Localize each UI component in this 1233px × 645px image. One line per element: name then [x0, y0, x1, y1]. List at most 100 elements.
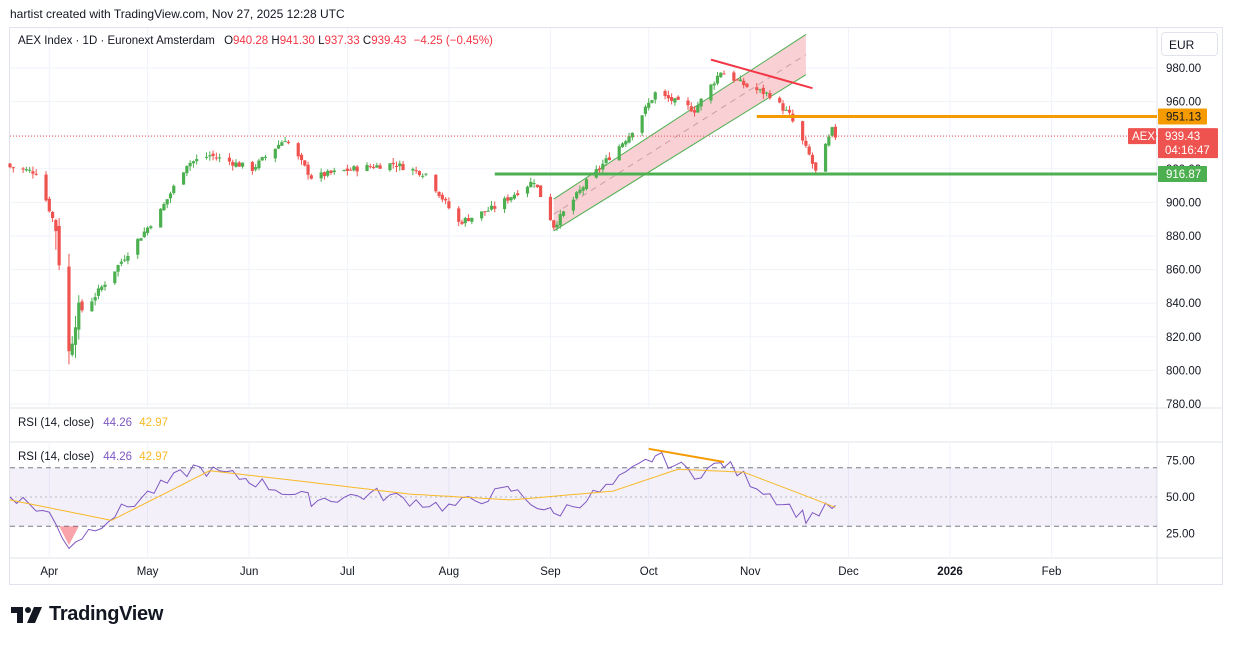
candle-body[interactable]: [119, 261, 123, 264]
candle-body[interactable]: [257, 160, 261, 169]
candle-body[interactable]: [686, 100, 690, 106]
candle-body[interactable]: [692, 110, 697, 113]
candle-body[interactable]: [457, 208, 461, 222]
candle-body[interactable]: [260, 157, 264, 161]
candle-body[interactable]: [758, 89, 762, 91]
candle-body[interactable]: [349, 169, 353, 171]
candle-body[interactable]: [172, 185, 176, 194]
rsi-title-1[interactable]: RSI (14, close): [18, 417, 95, 429]
candle-body[interactable]: [486, 210, 490, 212]
candle-body[interactable]: [833, 126, 837, 138]
candle-body[interactable]: [237, 162, 241, 167]
candle-body[interactable]: [54, 220, 58, 232]
candle-body[interactable]: [778, 97, 782, 103]
candle-body[interactable]: [548, 196, 553, 221]
candle-body[interactable]: [643, 106, 648, 114]
candle-body[interactable]: [11, 167, 15, 169]
candle-body[interactable]: [50, 211, 55, 219]
candle-body[interactable]: [57, 225, 61, 266]
candle-body[interactable]: [286, 141, 291, 144]
candle-body[interactable]: [296, 143, 300, 157]
candle-body[interactable]: [44, 174, 48, 201]
candle-body[interactable]: [214, 157, 218, 159]
candle-body[interactable]: [70, 343, 74, 355]
candle-body[interactable]: [666, 95, 670, 99]
candle-body[interactable]: [139, 238, 143, 241]
candle-body[interactable]: [584, 179, 589, 190]
candle-body[interactable]: [552, 220, 556, 228]
candle-body[interactable]: [227, 157, 232, 162]
candle-body[interactable]: [191, 161, 196, 164]
candle-body[interactable]: [555, 224, 559, 228]
candle-body[interactable]: [231, 161, 235, 166]
candle-body[interactable]: [607, 157, 611, 160]
candle-body[interactable]: [93, 297, 97, 301]
candle-body[interactable]: [529, 181, 533, 188]
candle-body[interactable]: [745, 83, 749, 87]
candle-body[interactable]: [722, 73, 726, 75]
candle-body[interactable]: [670, 97, 674, 101]
candle-body[interactable]: [322, 172, 327, 177]
candle-body[interactable]: [712, 83, 716, 86]
candle-body[interactable]: [329, 170, 333, 173]
candle-body[interactable]: [434, 174, 438, 192]
candle-body[interactable]: [620, 143, 625, 148]
candle-body[interactable]: [676, 96, 680, 100]
candle-body[interactable]: [31, 171, 35, 174]
candle-body[interactable]: [218, 157, 222, 159]
candle-body[interactable]: [483, 211, 487, 213]
candle-body[interactable]: [735, 79, 739, 81]
candle-body[interactable]: [827, 136, 831, 146]
candle-body[interactable]: [506, 197, 510, 201]
candle-body[interactable]: [525, 186, 530, 194]
candle-body[interactable]: [123, 259, 127, 261]
candle-body[interactable]: [276, 144, 281, 149]
candle-body[interactable]: [823, 143, 828, 172]
candle-body[interactable]: [326, 170, 330, 176]
candle-body[interactable]: [24, 169, 28, 171]
candle-body[interactable]: [561, 211, 566, 216]
rsi-divergence-line[interactable]: [648, 447, 725, 463]
candle-body[interactable]: [8, 163, 12, 168]
currency-button[interactable]: EUR: [1161, 32, 1218, 56]
candle-body[interactable]: [371, 166, 376, 169]
candle-body[interactable]: [116, 265, 120, 272]
candle-body[interactable]: [417, 171, 422, 176]
candle-body[interactable]: [578, 189, 582, 193]
candle-body[interactable]: [142, 231, 146, 238]
candle-body[interactable]: [90, 301, 94, 312]
candle-body[interactable]: [810, 154, 815, 164]
candle-body[interactable]: [624, 141, 628, 145]
candle-body[interactable]: [755, 87, 759, 91]
candle-body[interactable]: [188, 162, 192, 167]
candle-body[interactable]: [80, 301, 84, 311]
candle-body[interactable]: [126, 255, 130, 261]
candle-body[interactable]: [509, 197, 513, 201]
candle-body[interactable]: [640, 115, 644, 133]
candle-body[interactable]: [306, 164, 310, 175]
candle-body[interactable]: [211, 153, 215, 157]
candle-body[interactable]: [149, 226, 153, 229]
candle-body[interactable]: [627, 136, 631, 143]
candle-body[interactable]: [299, 154, 304, 161]
candle-body[interactable]: [781, 103, 785, 111]
candle-body[interactable]: [136, 239, 140, 255]
candle-body[interactable]: [168, 193, 173, 199]
candle-body[interactable]: [650, 100, 654, 103]
candle-body[interactable]: [250, 162, 254, 171]
candle-body[interactable]: [263, 156, 268, 158]
symbol-label[interactable]: AEX Index · 1D · Euronext Amsterdam: [18, 35, 215, 47]
candle-body[interactable]: [480, 211, 484, 219]
candle-body[interactable]: [617, 146, 621, 161]
candle-body[interactable]: [801, 121, 805, 141]
candle-body[interactable]: [208, 155, 212, 157]
candle-body[interactable]: [401, 164, 405, 171]
candle-body[interactable]: [34, 173, 38, 175]
candle-body[interactable]: [512, 194, 517, 199]
candle-body[interactable]: [77, 302, 81, 330]
candle-body[interactable]: [181, 172, 186, 185]
candle-body[interactable]: [391, 162, 395, 165]
candle-body[interactable]: [21, 168, 25, 170]
candle-body[interactable]: [234, 162, 238, 167]
